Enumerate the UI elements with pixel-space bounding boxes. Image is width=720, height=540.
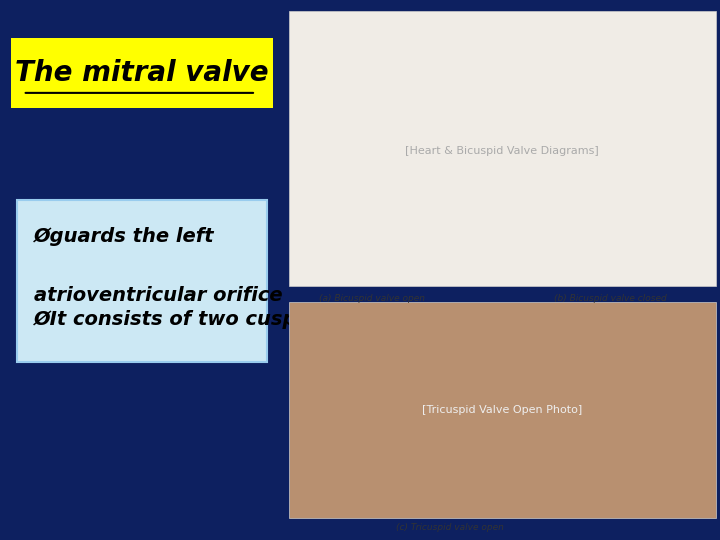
Text: Øguards the left: Øguards the left: [34, 227, 215, 246]
Text: (a) Bicuspid valve open: (a) Bicuspid valve open: [319, 294, 426, 303]
Text: (c) Tricuspid valve open: (c) Tricuspid valve open: [396, 523, 504, 532]
FancyBboxPatch shape: [12, 38, 273, 108]
Text: atrioventricular orifice: atrioventricular orifice: [34, 286, 283, 305]
FancyBboxPatch shape: [17, 200, 267, 362]
Text: [Heart & Bicuspid Valve Diagrams]: [Heart & Bicuspid Valve Diagrams]: [405, 146, 599, 156]
Text: ØIt consists of two cusps.: ØIt consists of two cusps.: [34, 310, 317, 329]
FancyBboxPatch shape: [289, 302, 716, 518]
Text: (b) Bicuspid valve closed: (b) Bicuspid valve closed: [554, 294, 667, 303]
FancyBboxPatch shape: [289, 11, 716, 286]
Text: [Tricuspid Valve Open Photo]: [Tricuspid Valve Open Photo]: [422, 406, 582, 415]
Text: The mitral valve: The mitral valve: [15, 59, 269, 87]
